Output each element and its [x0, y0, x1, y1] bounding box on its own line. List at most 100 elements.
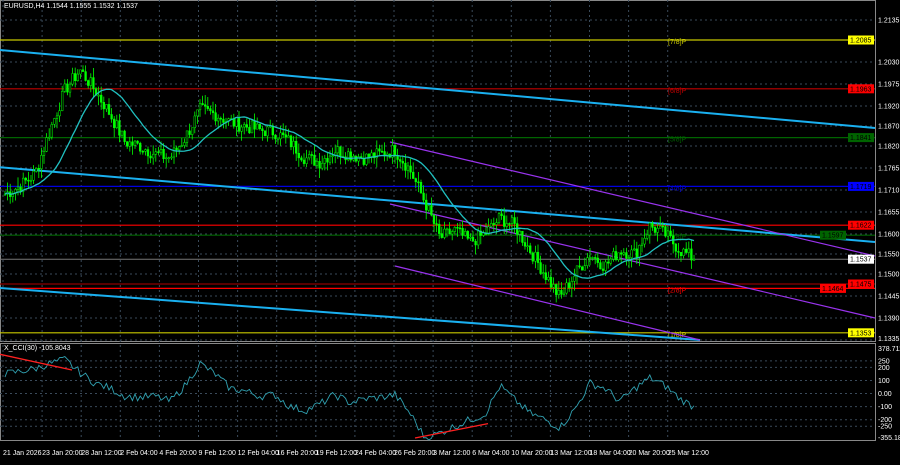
indicator-tick-label: 250	[878, 358, 890, 365]
candle-body	[406, 165, 410, 171]
candle-body	[172, 147, 176, 158]
candle-body	[594, 257, 597, 259]
candle-body	[81, 69, 85, 72]
candle-body	[35, 168, 38, 172]
candle-body	[178, 146, 181, 151]
candle-body	[435, 223, 438, 225]
candle-body	[464, 231, 467, 236]
candle-body	[191, 127, 194, 135]
candle-body	[232, 118, 235, 127]
candle-body	[638, 245, 641, 258]
candle-body	[669, 230, 672, 236]
trend-line	[0, 49, 876, 129]
candle-body	[664, 226, 667, 237]
murrey-level-label: [6/8]P	[668, 88, 687, 95]
candle-body	[211, 110, 215, 113]
price-tag	[820, 230, 846, 240]
candle-body	[365, 153, 368, 165]
candle-body	[131, 141, 134, 146]
candle-body	[321, 163, 324, 169]
candle-body	[495, 222, 498, 225]
candle-body	[612, 251, 615, 260]
x-tick-label: 4 Feb 20:00	[159, 450, 196, 457]
murrey-level-label: [7/8]P	[668, 39, 687, 46]
candle-body	[76, 73, 79, 82]
y-tick-label: 1.1445	[878, 294, 900, 301]
divergence-line	[414, 422, 489, 439]
candle-body	[391, 145, 394, 158]
candle-body	[583, 265, 586, 271]
candle-body	[115, 120, 118, 128]
candle-body	[474, 240, 477, 246]
candle-body	[326, 158, 329, 163]
candle-body	[555, 284, 558, 295]
candle-body	[297, 153, 300, 159]
candle-body	[682, 248, 685, 256]
murrey-level-label: [2/8]P	[668, 287, 687, 294]
candle-body	[107, 104, 111, 115]
candle-body	[479, 230, 482, 236]
candle-body	[188, 130, 191, 135]
candle-body	[588, 257, 592, 259]
price-tag	[820, 283, 846, 293]
candle-body	[276, 138, 280, 141]
price-tag	[848, 279, 874, 289]
x-tick-label: 23 Jan 20:00	[42, 450, 83, 457]
candle-body	[310, 154, 313, 156]
candle-body	[263, 130, 267, 137]
candle-body	[66, 83, 69, 93]
indicator-tick-label: 100	[878, 378, 890, 385]
candle-body	[523, 242, 527, 247]
candle-body	[440, 233, 443, 238]
x-tick-label: 10 Mar 20:00	[511, 450, 552, 457]
candle-body	[27, 179, 30, 182]
candle-body	[419, 181, 423, 194]
indicator-tick-label: -100	[878, 404, 892, 411]
price-tag-text: 1.1622	[850, 223, 872, 230]
candle-body	[591, 257, 594, 259]
candle-body	[110, 114, 113, 120]
candle-body	[331, 155, 334, 157]
x-tick-label: 25 Mar 12:00	[668, 450, 709, 457]
candle-body	[180, 145, 183, 147]
x-tick-label: 28 Jan 12:00	[81, 450, 122, 457]
price-tag	[848, 328, 874, 338]
candle-body	[607, 261, 610, 264]
candle-body	[71, 73, 74, 85]
candle-body	[578, 265, 581, 268]
candle-body	[526, 245, 529, 248]
candle-body	[653, 227, 657, 233]
candle-body	[97, 94, 100, 97]
candle-body	[162, 148, 165, 159]
candle-body	[167, 157, 170, 159]
candle-body	[492, 223, 495, 225]
candle-body	[503, 215, 506, 227]
candle-body	[42, 151, 46, 156]
candle-body	[656, 228, 659, 233]
candle-body	[328, 155, 332, 163]
candle-body	[245, 124, 248, 128]
candle-body	[461, 227, 464, 236]
y-tick-label: 1.2135	[878, 18, 900, 25]
candle-body	[490, 223, 493, 227]
candle-body	[380, 150, 384, 153]
price-tag	[848, 35, 874, 45]
candle-body	[266, 126, 269, 137]
candle-body	[175, 147, 178, 151]
candle-body	[68, 83, 72, 93]
candle-body	[679, 252, 683, 256]
candle-body	[323, 158, 326, 164]
x-tick-label: 26 Feb 20:00	[394, 450, 435, 457]
candle-body	[284, 134, 287, 138]
candle-body	[677, 251, 680, 253]
candle-body	[393, 145, 397, 157]
candle-body	[102, 102, 105, 110]
candle-body	[661, 225, 664, 228]
candle-body	[248, 127, 251, 134]
candle-body	[29, 179, 33, 182]
candle-body	[456, 227, 459, 229]
y-tick-label: 1.1655	[878, 210, 900, 217]
candle-body	[144, 149, 147, 152]
